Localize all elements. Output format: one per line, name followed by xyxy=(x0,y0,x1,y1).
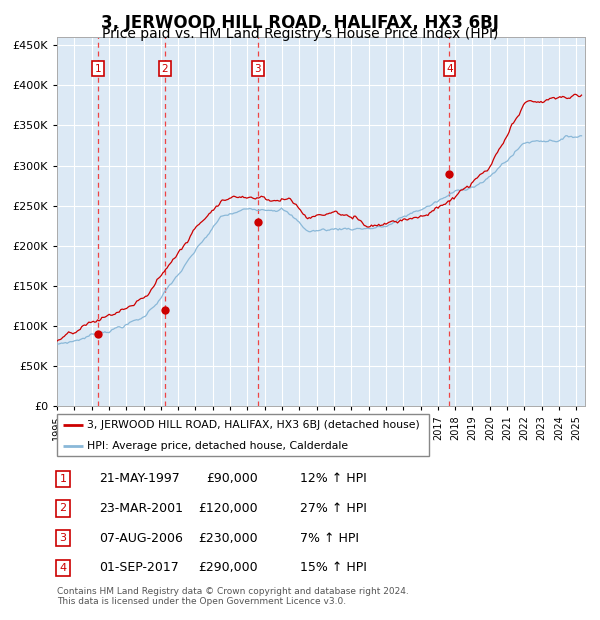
Text: 27% ↑ HPI: 27% ↑ HPI xyxy=(300,502,367,515)
Text: 2: 2 xyxy=(59,503,67,513)
Text: 3: 3 xyxy=(254,64,261,74)
Text: 1: 1 xyxy=(59,474,67,484)
Text: £90,000: £90,000 xyxy=(206,472,258,485)
Text: 2: 2 xyxy=(161,64,168,74)
Text: 23-MAR-2001: 23-MAR-2001 xyxy=(99,502,183,515)
Text: 3: 3 xyxy=(59,533,67,543)
Text: 4: 4 xyxy=(446,64,453,74)
Text: This data is licensed under the Open Government Licence v3.0.: This data is licensed under the Open Gov… xyxy=(57,597,346,606)
Text: 21-MAY-1997: 21-MAY-1997 xyxy=(99,472,180,485)
Text: 3, JERWOOD HILL ROAD, HALIFAX, HX3 6BJ: 3, JERWOOD HILL ROAD, HALIFAX, HX3 6BJ xyxy=(101,14,499,32)
Text: 3, JERWOOD HILL ROAD, HALIFAX, HX3 6BJ (detached house): 3, JERWOOD HILL ROAD, HALIFAX, HX3 6BJ (… xyxy=(87,420,419,430)
Text: 07-AUG-2006: 07-AUG-2006 xyxy=(99,532,183,544)
Text: 4: 4 xyxy=(59,563,67,573)
Text: £290,000: £290,000 xyxy=(199,562,258,574)
FancyBboxPatch shape xyxy=(57,414,429,456)
Text: HPI: Average price, detached house, Calderdale: HPI: Average price, detached house, Cald… xyxy=(87,441,348,451)
Text: 01-SEP-2017: 01-SEP-2017 xyxy=(99,562,179,574)
Text: 1: 1 xyxy=(95,64,101,74)
Text: 12% ↑ HPI: 12% ↑ HPI xyxy=(300,472,367,485)
Text: 15% ↑ HPI: 15% ↑ HPI xyxy=(300,562,367,574)
Text: 7% ↑ HPI: 7% ↑ HPI xyxy=(300,532,359,544)
Text: £120,000: £120,000 xyxy=(199,502,258,515)
Text: Price paid vs. HM Land Registry's House Price Index (HPI): Price paid vs. HM Land Registry's House … xyxy=(102,27,498,41)
Text: Contains HM Land Registry data © Crown copyright and database right 2024.: Contains HM Land Registry data © Crown c… xyxy=(57,587,409,596)
Text: £230,000: £230,000 xyxy=(199,532,258,544)
